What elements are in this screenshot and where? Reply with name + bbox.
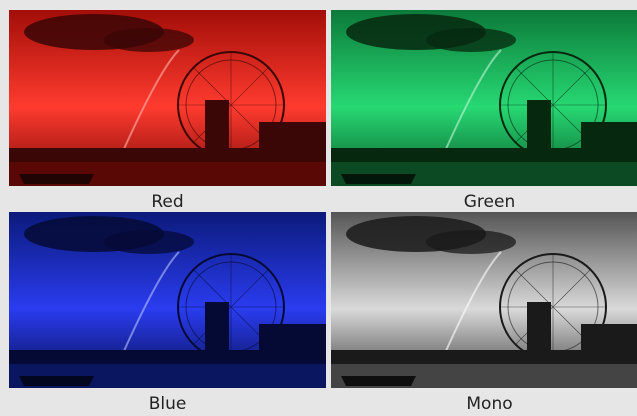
photo-mono	[331, 212, 637, 388]
tile-label-blue: Blue	[148, 394, 187, 414]
tile-green[interactable]: Green	[331, 10, 637, 212]
tile-label-red: Red	[151, 192, 184, 212]
photo-blue	[9, 212, 326, 388]
tile-blue[interactable]: Blue	[9, 212, 326, 414]
photo-green	[331, 10, 637, 186]
tile-label-mono: Mono	[466, 394, 513, 414]
tile-label-green: Green	[463, 192, 516, 212]
tile-red[interactable]: Red	[9, 10, 326, 212]
tile-mono[interactable]: Mono	[331, 212, 637, 414]
photo-red	[9, 10, 326, 186]
